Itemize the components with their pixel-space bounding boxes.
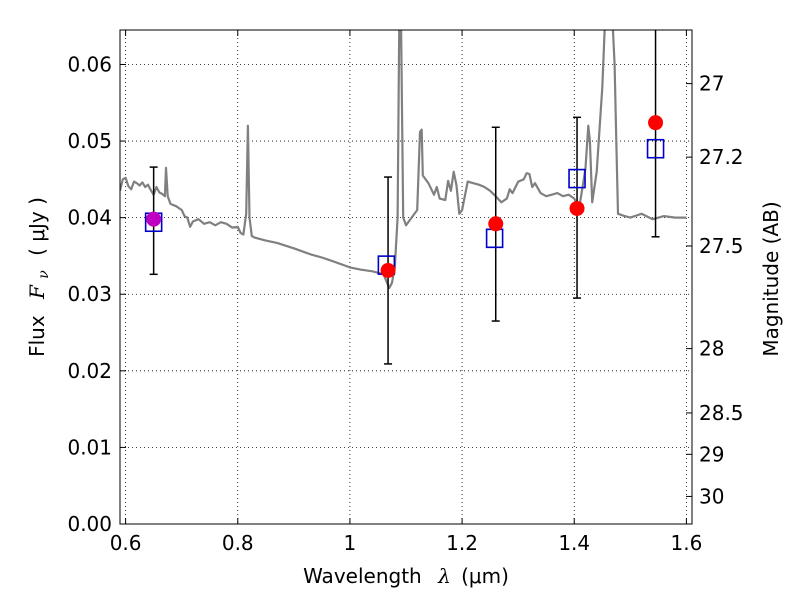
y2-tick-label: 28.5 xyxy=(699,401,744,425)
y-axis-unit: ( μJy ) xyxy=(25,197,49,256)
observed-flux-point xyxy=(648,115,664,131)
x-tick-label: 1.6 xyxy=(670,531,702,555)
y2-axis-label: Magnitude (AB) xyxy=(759,201,783,356)
y-axis-symbol: F xyxy=(25,284,49,300)
y-tick-label: 0.02 xyxy=(67,359,112,383)
plot-content xyxy=(120,30,687,365)
x-tick-label: 0.6 xyxy=(110,531,142,555)
observed-flux-point xyxy=(569,200,585,216)
y-tick-label: 0.00 xyxy=(67,512,112,536)
plot-area xyxy=(120,30,687,365)
model-photometry-square xyxy=(485,228,504,249)
x-tick-label: 1.2 xyxy=(446,531,478,555)
y2-tick-label: 27 xyxy=(699,72,724,96)
x-axis-label-text: Wavelength xyxy=(303,564,422,588)
y-axis-label-text: Flux xyxy=(25,315,49,357)
x-axis-symbol: λ xyxy=(437,564,451,588)
y-tick-label: 0.01 xyxy=(67,435,112,459)
axis-ticks: 0.6 0.8 1 1.2 1.4 1.6 0.00 0.01 0.02 0.03 0.04 0.05… xyxy=(67,30,744,555)
grid-lines xyxy=(120,30,692,525)
y-tick-label: 0.05 xyxy=(67,129,112,153)
y-tick-label: 0.06 xyxy=(67,52,112,76)
y-axis-label: Flux F ν ( μJy ) xyxy=(25,197,53,357)
x-tick-label: 1 xyxy=(344,531,357,555)
y2-tick-label: 30 xyxy=(699,484,724,508)
x-axis-label: Wavelength λ (μm) xyxy=(303,564,509,588)
x-tick-label: 0.8 xyxy=(222,531,254,555)
y2-tick-label: 27.2 xyxy=(699,145,744,169)
x-tick-label: 1.4 xyxy=(558,531,590,555)
y2-tick-label: 29 xyxy=(699,442,724,466)
y-tick-label: 0.04 xyxy=(67,206,112,230)
y2-tick-label: 28 xyxy=(699,337,724,361)
observed-flux-point xyxy=(488,216,504,232)
y2-tick-label: 27.5 xyxy=(699,234,744,258)
y-axis-symbol-subscript: ν xyxy=(36,270,52,279)
model-photometry-square xyxy=(646,138,665,159)
y-tick-label: 0.03 xyxy=(67,282,112,306)
observed-flux-point xyxy=(380,262,396,278)
model-spectrum-line xyxy=(120,30,687,290)
x-axis-unit: (μm) xyxy=(461,564,509,588)
model-photometry-square xyxy=(568,168,586,189)
plot-frame xyxy=(119,29,693,525)
observed-flux-point xyxy=(146,211,162,227)
